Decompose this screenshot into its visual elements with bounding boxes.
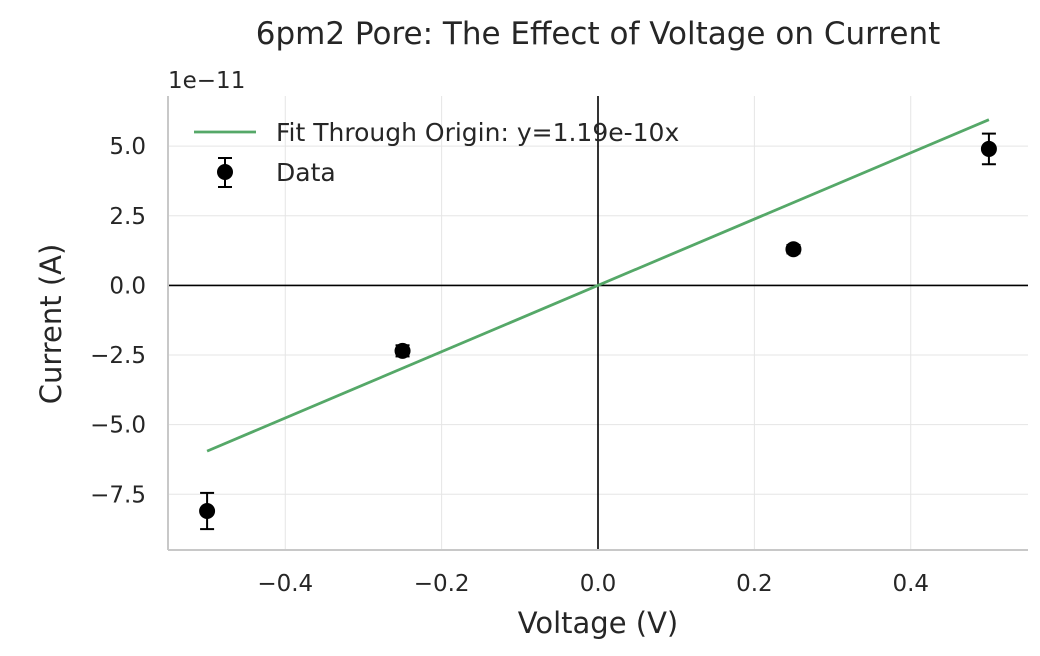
legend: Fit Through Origin: y=1.19e-10x Data bbox=[194, 118, 679, 188]
legend-label-fit: Fit Through Origin: y=1.19e-10x bbox=[276, 118, 679, 147]
data-point bbox=[785, 241, 802, 258]
x-axis-label: Voltage (V) bbox=[518, 606, 678, 640]
fit-line bbox=[206, 118, 990, 453]
y-tick-label: −5.0 bbox=[90, 413, 146, 439]
x-tick-label: 0.2 bbox=[736, 571, 773, 597]
legend-label-data: Data bbox=[276, 158, 336, 187]
y-offset-label: 1e−11 bbox=[168, 68, 245, 94]
axis-spines bbox=[167, 96, 1028, 551]
x-tick-labels: −0.4 −0.2 0.0 0.2 0.4 bbox=[257, 571, 929, 597]
series bbox=[199, 118, 997, 531]
x-tick-label: −0.4 bbox=[257, 571, 313, 597]
x-tick-label: 0.4 bbox=[892, 571, 929, 597]
legend-marker-swatch bbox=[217, 164, 233, 180]
y-axis-label: Current (A) bbox=[34, 244, 68, 405]
y-tick-label: −2.5 bbox=[90, 343, 146, 369]
y-tick-label: 0.0 bbox=[109, 273, 146, 299]
y-tick-label: −7.5 bbox=[90, 482, 146, 508]
y-tick-labels: 5.0 2.5 0.0 −2.5 −5.0 −7.5 bbox=[90, 134, 146, 508]
data-point bbox=[199, 503, 216, 520]
data-point bbox=[394, 342, 411, 359]
y-tick-label: 2.5 bbox=[109, 204, 146, 230]
x-tick-label: 0.0 bbox=[580, 571, 617, 597]
y-tick-label: 5.0 bbox=[109, 134, 146, 160]
data-point bbox=[980, 140, 997, 157]
x-tick-label: −0.2 bbox=[414, 571, 470, 597]
chart-title: 6pm2 Pore: The Effect of Voltage on Curr… bbox=[256, 16, 941, 52]
